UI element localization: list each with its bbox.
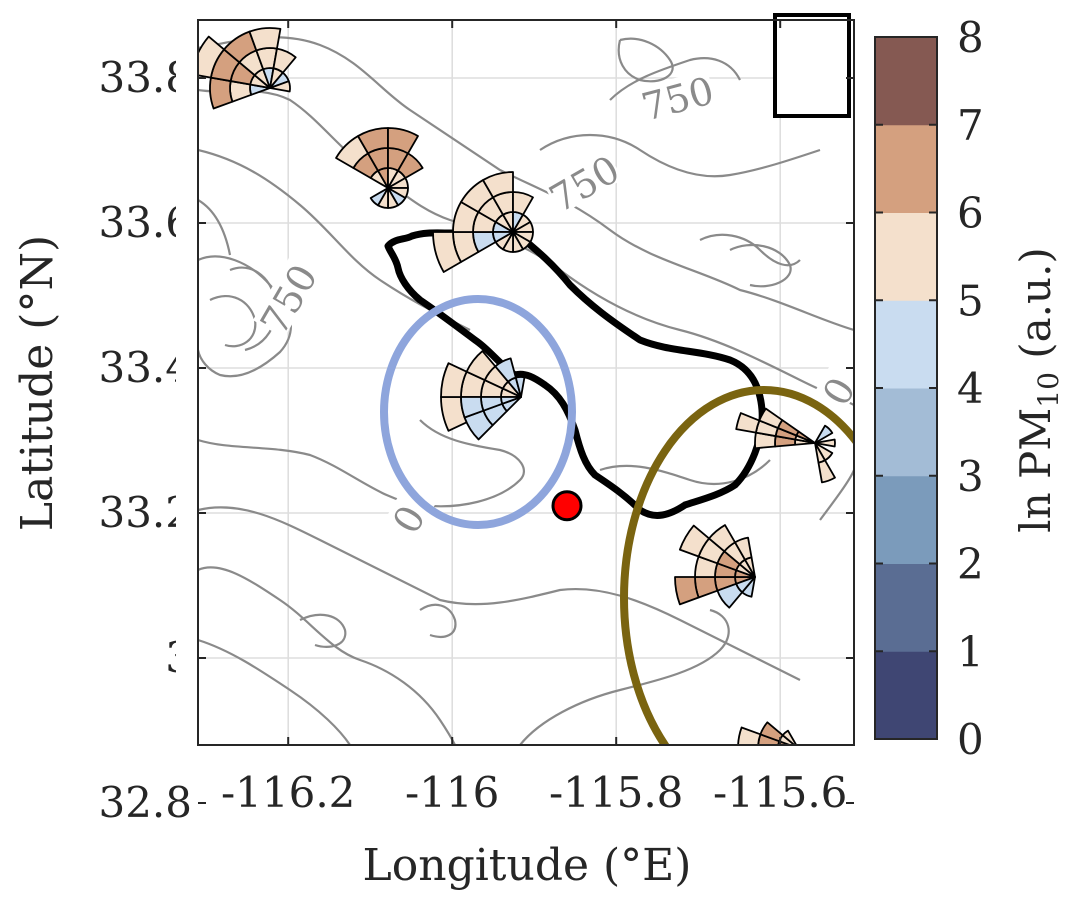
terrain-contour xyxy=(729,243,792,288)
rose-wedge xyxy=(482,171,514,199)
terrain-contour xyxy=(198,199,232,256)
rose-wedge xyxy=(814,438,836,448)
colorbar-tick-label: 0 xyxy=(957,715,984,764)
rose-wedge xyxy=(758,748,779,762)
rose-wedge xyxy=(492,231,514,243)
colorbar xyxy=(874,36,938,740)
pollution-roses xyxy=(198,27,836,769)
pollution-rose xyxy=(432,171,534,273)
terrain-contour xyxy=(198,506,801,681)
terrain-contour xyxy=(819,469,854,521)
terrain-contour xyxy=(599,459,771,485)
rose-wedge xyxy=(198,35,225,79)
pollution-rose xyxy=(198,27,297,110)
site-marker-group xyxy=(551,490,583,522)
x-tick-label: -115.8 xyxy=(549,768,683,817)
colorbar-tick-label: 2 xyxy=(957,540,984,589)
rose-wedge xyxy=(387,127,419,155)
highlight-ellipse xyxy=(620,386,854,745)
highlight-ellipse xyxy=(380,295,576,529)
rose-wedge xyxy=(248,27,282,52)
colorbar-segment xyxy=(875,563,937,652)
terrain-contour xyxy=(617,37,674,83)
contour-label-bg xyxy=(252,257,321,339)
y-axis-ticks: 33.833.633.433.2332.8 xyxy=(98,0,854,827)
rose-wedge xyxy=(514,376,526,398)
y-label-mask xyxy=(176,0,196,765)
colorbar-ticks: 0 1 2 3 4 5 6 7 8 xyxy=(875,13,984,764)
terrain-contour xyxy=(609,57,741,101)
rose-wedge xyxy=(738,748,760,769)
terrain-contour xyxy=(198,566,456,745)
x-tick-label: -116.2 xyxy=(221,768,355,817)
region-boundary-path xyxy=(384,226,766,519)
colorbar-segment xyxy=(875,212,937,301)
y-axis-label: Latitude (°N) xyxy=(12,235,63,531)
site-marker xyxy=(551,490,583,522)
terrain-contour xyxy=(299,613,347,648)
x-axis-label: Longitude (°E) xyxy=(363,840,692,891)
colorbar-tick-label: 7 xyxy=(957,101,984,150)
colorbar-tick-label: 4 xyxy=(957,364,984,413)
inset-box xyxy=(773,13,851,118)
terrain-contour xyxy=(198,255,292,378)
terrain-contour xyxy=(539,134,821,178)
y-tick-label: 32.8 xyxy=(98,778,192,827)
colorbar-segment xyxy=(875,300,937,389)
rose-wedge xyxy=(369,187,389,207)
terrain-contour xyxy=(198,419,525,508)
rose-wedge xyxy=(460,396,485,419)
map-axes-frame xyxy=(197,19,855,746)
rose-wedge xyxy=(814,424,834,444)
pollution-rose xyxy=(737,721,798,769)
colorbar-tick-label: 8 xyxy=(957,13,984,62)
rose-wedge xyxy=(758,407,784,429)
region-boundary xyxy=(384,226,766,519)
colorbar-segment xyxy=(875,124,937,213)
rose-wedge xyxy=(716,582,744,609)
x-tick-label: -115.6 xyxy=(713,768,847,817)
pollution-rose xyxy=(735,407,836,484)
highlight-ellipses xyxy=(380,295,854,745)
colorbar-segment xyxy=(875,388,937,477)
colorbar-tick-label: 5 xyxy=(957,276,984,325)
colorbar-label-suffix: (a.u.) xyxy=(1011,247,1060,372)
colorbar-tick-label: 1 xyxy=(957,627,984,676)
colorbar-segment xyxy=(875,37,937,126)
rose-wedge xyxy=(781,729,798,745)
terrain-contour xyxy=(519,608,730,745)
terrain-contour xyxy=(419,603,457,638)
colorbar-segment xyxy=(875,651,937,740)
colorbar-tick-label: 3 xyxy=(957,452,984,501)
x-tick-label: -116 xyxy=(405,768,499,817)
terrain-contour xyxy=(198,638,351,745)
rose-wedge xyxy=(734,536,753,561)
colorbar-segment xyxy=(875,475,937,564)
colorbar-label: ln PM10 (a.u.) xyxy=(1011,247,1065,533)
rose-wedge xyxy=(269,80,291,93)
colorbar-tick-label: 6 xyxy=(957,189,984,238)
colorbar-label-subscript: 10 xyxy=(1032,372,1065,408)
rose-wedge xyxy=(432,231,462,273)
rose-wedge xyxy=(778,748,798,755)
x-axis-ticks: -116.2 -116 -115.8 -115.6 xyxy=(221,20,847,817)
rose-wedge xyxy=(465,350,497,381)
map-axes-background xyxy=(198,20,854,745)
colorbar-label-prefix: ln PM xyxy=(1011,408,1060,533)
contour-label-bg xyxy=(542,147,624,216)
contour-label-bg xyxy=(372,477,441,559)
rose-wedge xyxy=(817,459,836,484)
pollution-rose xyxy=(335,127,424,209)
pollution-rose xyxy=(674,524,756,609)
pollution-rose xyxy=(440,350,526,441)
